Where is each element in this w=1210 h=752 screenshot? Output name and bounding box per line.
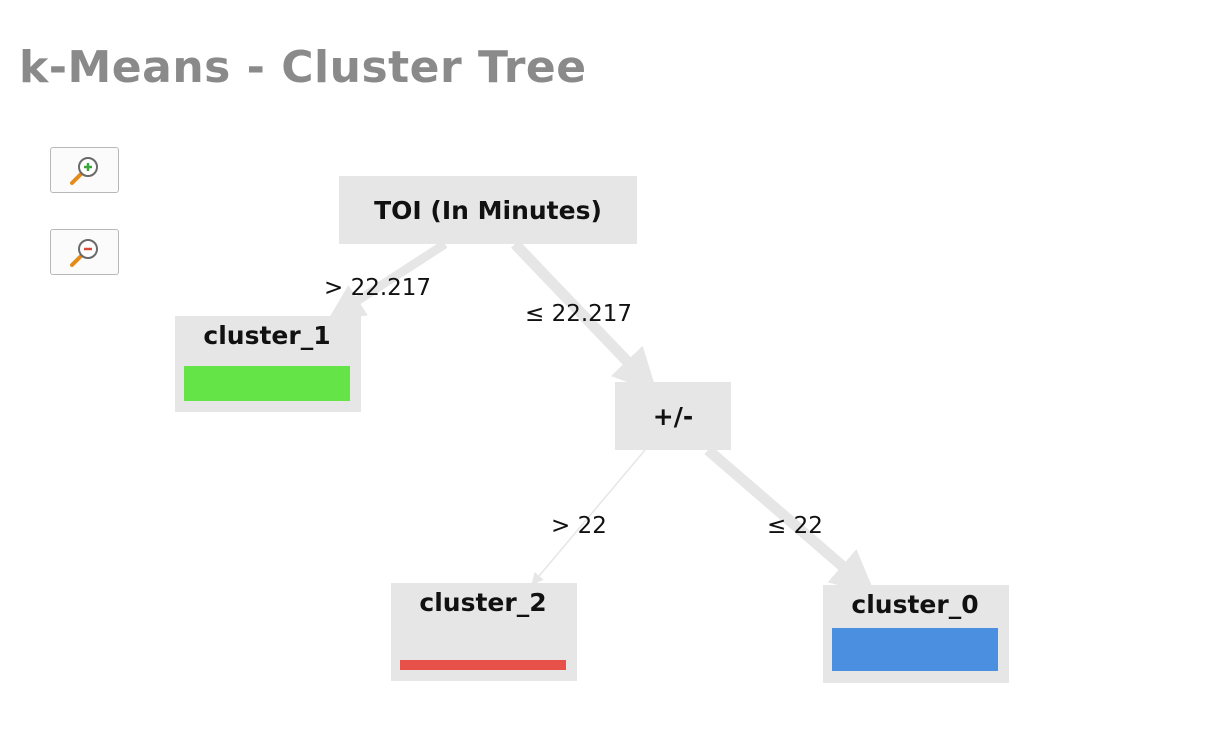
zoom-in-button[interactable] — [50, 147, 119, 193]
tree-leaf-cluster-0[interactable]: cluster_0 — [823, 585, 1009, 683]
zoom-out-button[interactable] — [50, 229, 119, 275]
cluster-bar-cluster-0 — [832, 628, 998, 671]
edge-split-to-cluster-0 — [704, 445, 876, 595]
edge-label-split-to-cluster-0: ≤ 22 — [767, 513, 823, 539]
edge-root-to-split — [511, 240, 658, 393]
leaf-label-cluster-1: cluster_1 — [203, 321, 330, 350]
node-label-split: +/- — [653, 402, 693, 431]
zoom-in-icon — [69, 157, 98, 185]
edge-label-root-to-cluster-1: > 22.217 — [324, 275, 431, 301]
cluster-bar-cluster-2 — [400, 660, 566, 670]
edge-root-to-cluster-1 — [327, 240, 448, 320]
tree-leaf-cluster-1[interactable]: cluster_1 — [175, 316, 361, 412]
tree-leaf-cluster-2[interactable]: cluster_2 — [391, 583, 577, 681]
tree-node-root[interactable]: TOI (In Minutes) — [339, 176, 637, 244]
tree-node-split[interactable]: +/- — [615, 382, 731, 450]
page-title: k-Means - Cluster Tree — [19, 42, 587, 93]
leaf-label-cluster-2: cluster_2 — [419, 588, 546, 617]
zoom-out-icon — [69, 239, 98, 267]
edge-label-root-to-split: ≤ 22.217 — [525, 301, 632, 327]
cluster-bar-cluster-1 — [184, 366, 350, 401]
node-label-root: TOI (In Minutes) — [374, 196, 602, 225]
edge-label-split-to-cluster-2: > 22 — [551, 513, 607, 539]
edge-split-to-cluster-2 — [531, 449, 646, 586]
leaf-label-cluster-0: cluster_0 — [851, 590, 978, 619]
